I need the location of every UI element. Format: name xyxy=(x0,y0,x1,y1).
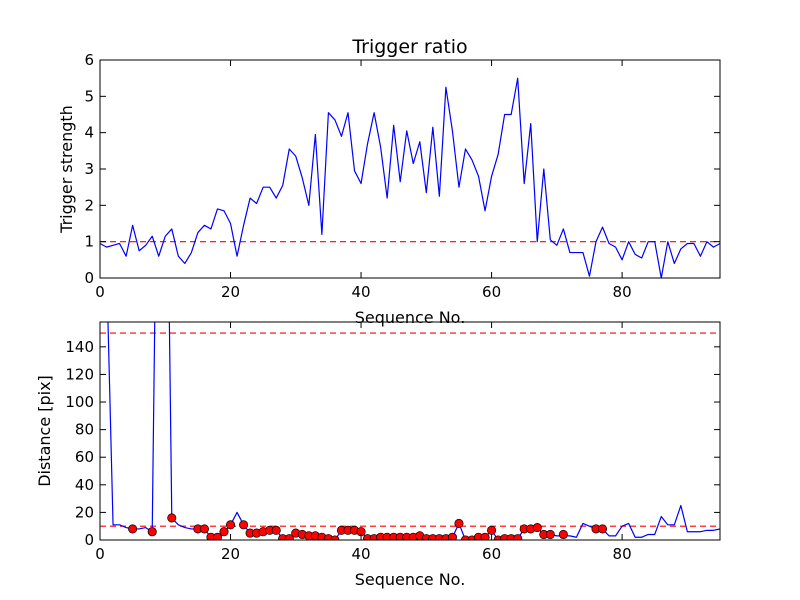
x-tick-label: 60 xyxy=(482,545,501,563)
series-line xyxy=(100,77,720,278)
plot-area xyxy=(100,77,720,278)
data-point xyxy=(513,534,523,540)
x-tick-label: 20 xyxy=(221,283,240,301)
plot-frame xyxy=(99,59,721,279)
y-tick-label: 40 xyxy=(75,476,94,494)
y-tick-label: 60 xyxy=(75,448,94,466)
axis-ticks: 0 20 40 60 80 0 1 2 3 4 5 6 xyxy=(84,51,720,301)
data-point xyxy=(284,534,294,540)
y-tick-label: 140 xyxy=(65,338,94,356)
distance-chart: 0 20 40 60 80 0 20 40 60 80 100 120 140 Sequence No.… xyxy=(35,321,721,589)
x-tick-label: 60 xyxy=(482,283,501,301)
y-tick-label: 6 xyxy=(84,51,94,69)
data-point xyxy=(167,513,177,523)
x-tick-label: 80 xyxy=(613,283,632,301)
y-tick-label: 0 xyxy=(84,269,94,287)
y-tick-label: 1 xyxy=(84,233,94,251)
plot-area xyxy=(100,322,720,540)
x-axis-label: Sequence No. xyxy=(355,570,466,589)
plot-frame xyxy=(99,321,721,541)
x-tick-label: 40 xyxy=(352,283,371,301)
y-tick-label: 120 xyxy=(65,365,94,383)
data-point xyxy=(487,525,497,535)
data-point xyxy=(454,518,464,528)
data-point xyxy=(271,525,281,535)
data-point xyxy=(447,532,457,540)
y-axis-label: Trigger strength xyxy=(57,105,76,234)
x-tick-label: 0 xyxy=(95,283,105,301)
y-tick-label: 2 xyxy=(84,196,94,214)
x-tick-label: 20 xyxy=(221,545,240,563)
data-point xyxy=(532,523,542,533)
data-point xyxy=(558,529,568,540)
series-line xyxy=(107,322,720,540)
x-tick-label: 40 xyxy=(352,545,371,563)
y-tick-label: 100 xyxy=(65,393,94,411)
y-tick-label: 5 xyxy=(84,87,94,105)
x-tick-label: 80 xyxy=(613,545,632,563)
data-point xyxy=(212,532,223,540)
data-point xyxy=(219,527,229,537)
data-point xyxy=(597,524,608,534)
chart-title: Trigger ratio xyxy=(351,36,467,58)
axis-ticks: 0 20 40 60 80 0 20 40 60 80 100 120 140 xyxy=(65,321,721,563)
data-point xyxy=(545,529,555,540)
data-point xyxy=(147,527,157,537)
trigger-ratio-chart: Trigger ratio 0 20 40 60 80 0 1 2 3 4 5 6 Sequence … xyxy=(57,36,721,327)
y-tick-label: 4 xyxy=(84,124,94,142)
y-tick-label: 20 xyxy=(75,503,94,521)
data-point xyxy=(239,520,249,530)
x-tick-label: 0 xyxy=(95,545,105,563)
x-axis-label: Sequence No. xyxy=(355,308,466,327)
data-point xyxy=(199,524,209,534)
data-point xyxy=(225,520,236,530)
y-axis-label: Distance [pix] xyxy=(35,375,54,487)
y-tick-label: 3 xyxy=(84,160,94,178)
data-point xyxy=(480,532,490,540)
y-tick-label: 80 xyxy=(75,421,94,439)
y-tick-label: 0 xyxy=(84,531,94,549)
data-point xyxy=(128,524,138,534)
